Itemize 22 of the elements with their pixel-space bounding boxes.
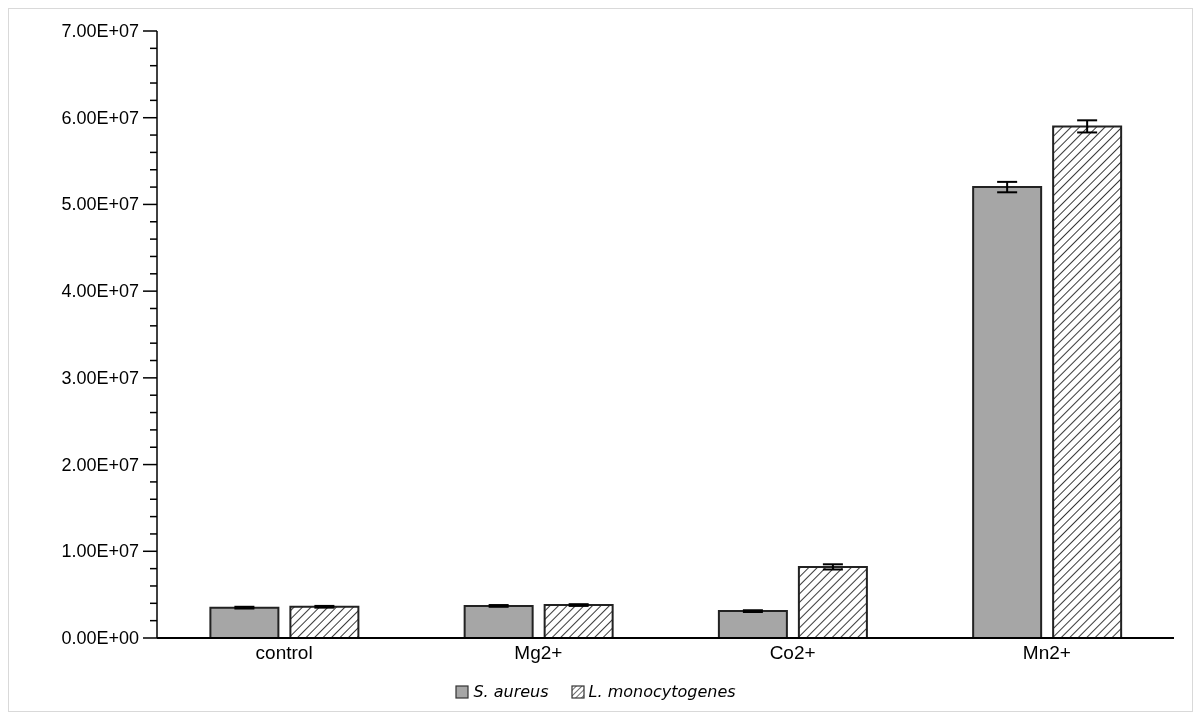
y-tick-label: 6.00E+07 <box>61 107 139 128</box>
y-tick-label: 4.00E+07 <box>61 281 139 302</box>
text: L. monocytogenes <box>588 682 736 701</box>
bar <box>1052 125 1123 638</box>
x-tick-label: control <box>255 642 313 664</box>
bar <box>209 606 280 638</box>
y-tick-label: 2.00E+07 <box>61 454 139 475</box>
x-tick-label: Mg2+ <box>514 642 563 664</box>
bar <box>717 610 788 638</box>
x-tick-label: Co2+ <box>769 642 816 664</box>
y-tick-label: 0.00E+00 <box>61 628 139 648</box>
y-tick-label: 7.00E+07 <box>61 21 139 41</box>
bar <box>797 565 868 638</box>
y-tick-label: 3.00E+07 <box>61 367 139 388</box>
x-tick-label: Mn2+ <box>1022 642 1071 664</box>
bar <box>463 604 534 638</box>
y-tick-label: 5.00E+07 <box>61 194 139 215</box>
y-tick-label: 1.00E+07 <box>61 541 139 562</box>
legend-label: S. aureus <box>473 682 549 701</box>
bar <box>972 186 1043 638</box>
bar <box>543 604 614 638</box>
bar <box>289 605 360 638</box>
